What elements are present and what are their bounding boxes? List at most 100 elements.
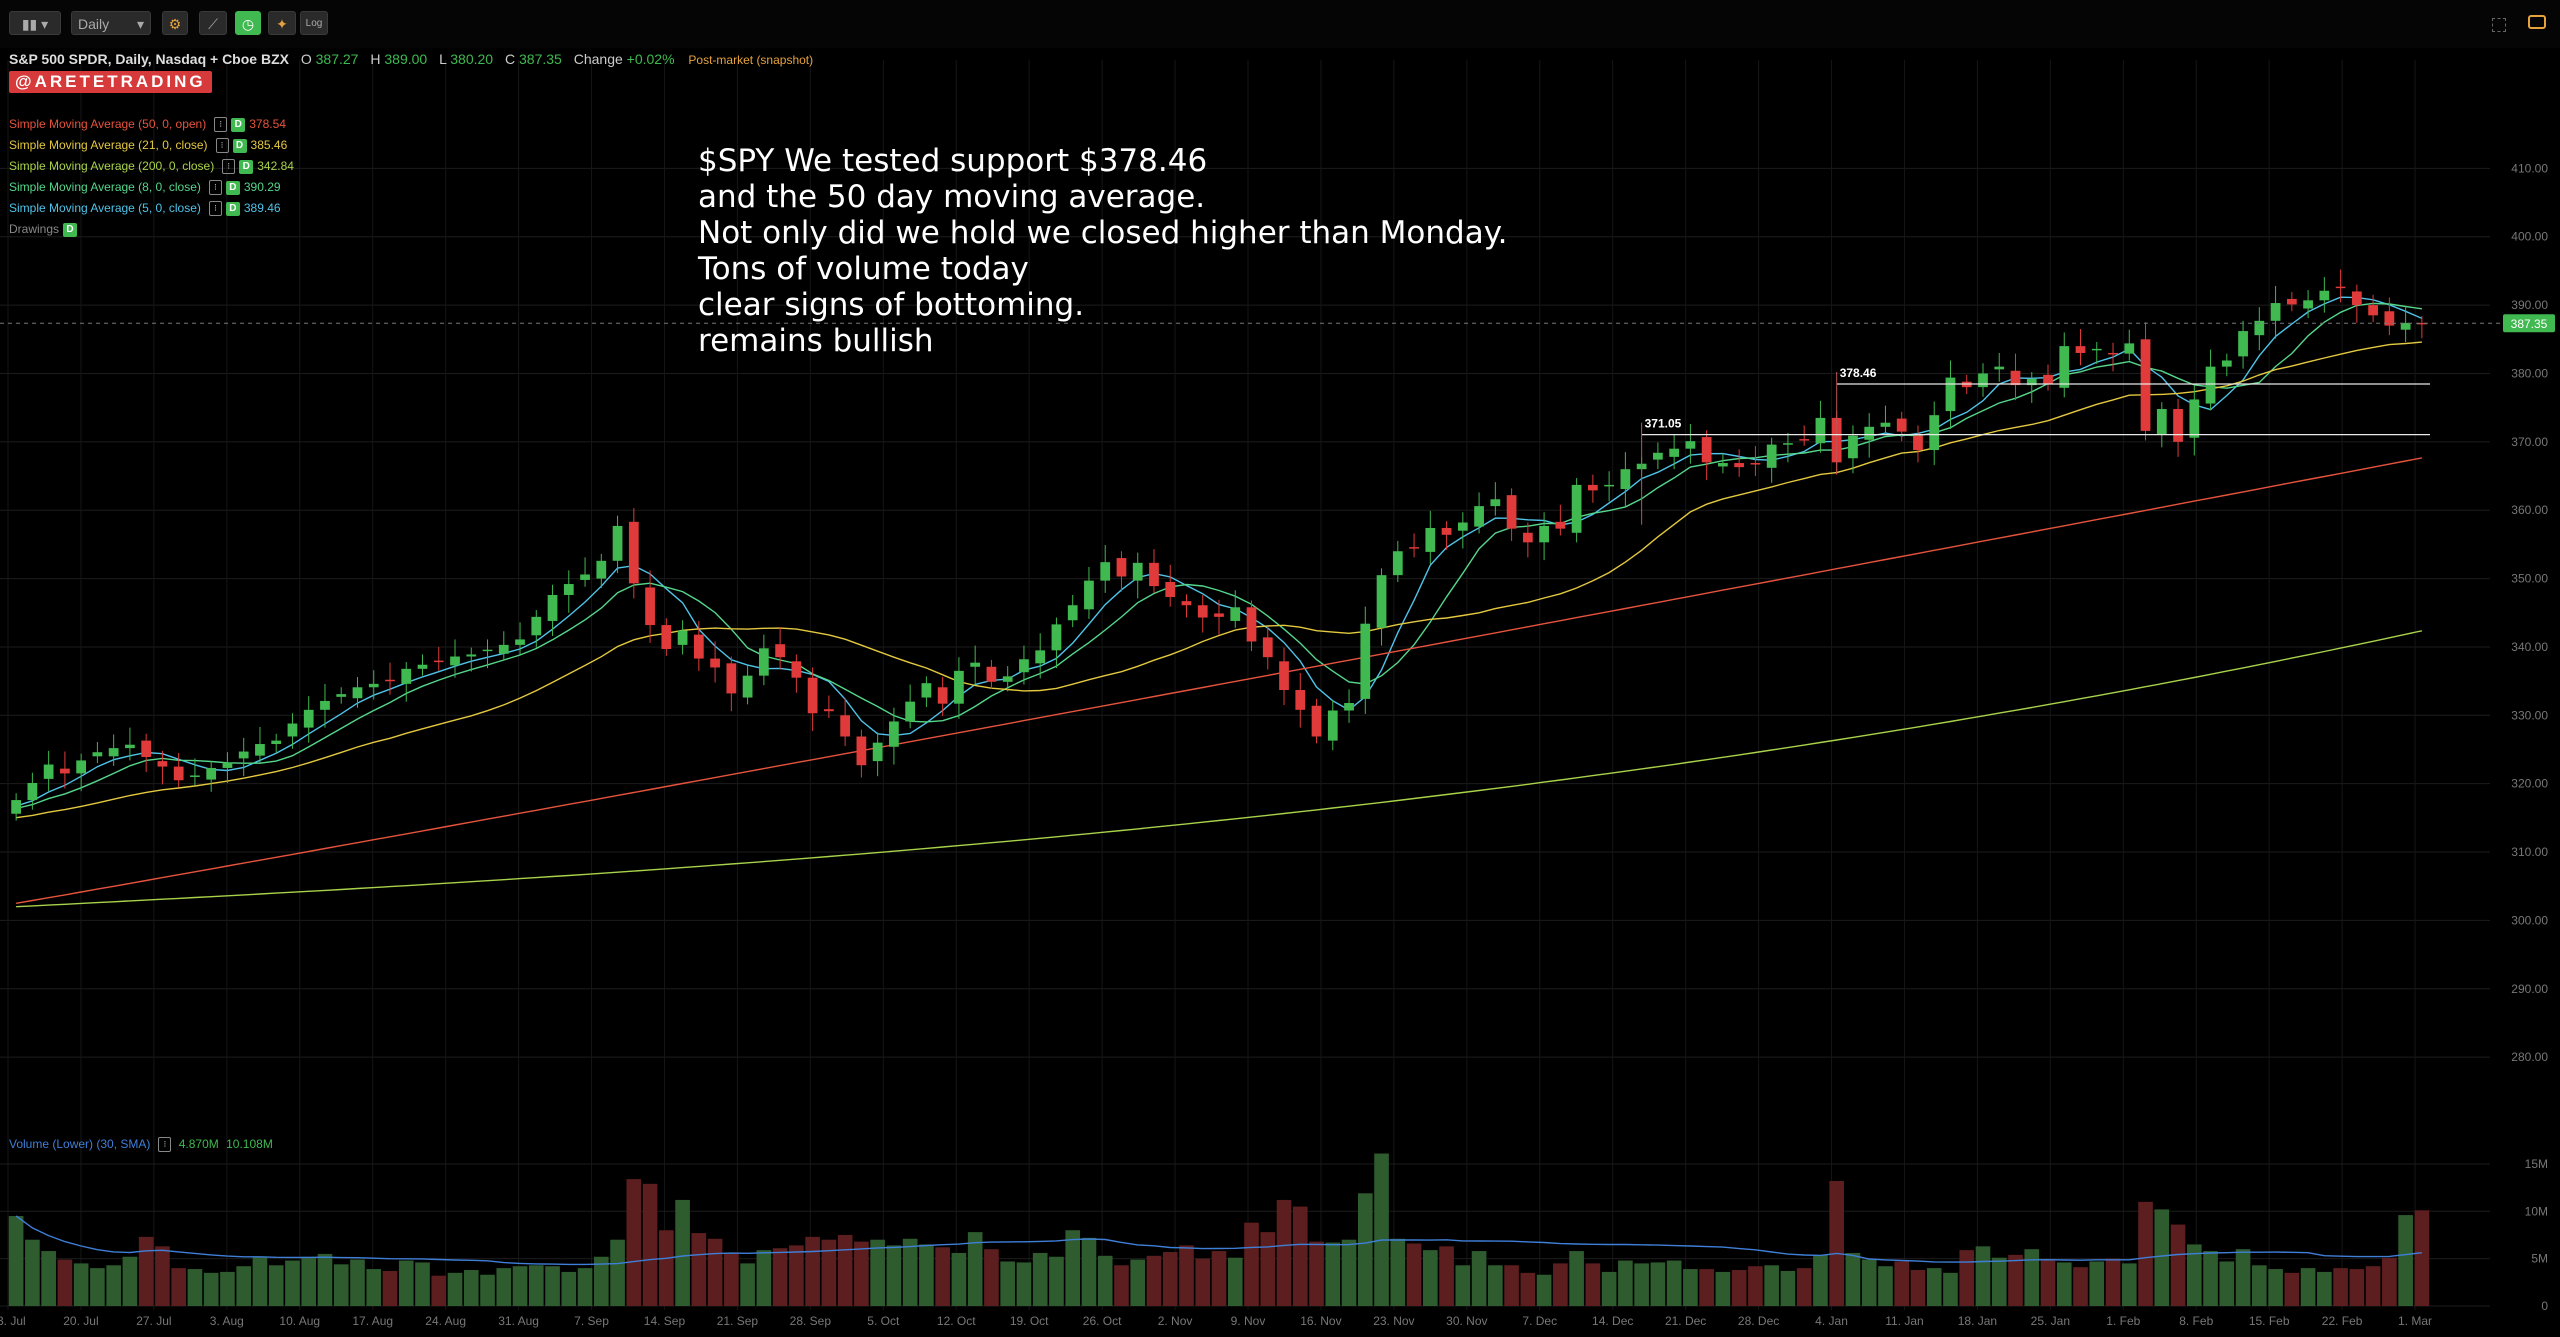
drawings-d-button[interactable]: D bbox=[63, 222, 78, 237]
candle bbox=[580, 574, 590, 580]
indicator-menu-button[interactable]: ⁝ bbox=[222, 159, 236, 175]
volume-bar bbox=[1553, 1263, 1568, 1306]
candle bbox=[2416, 322, 2427, 325]
candle bbox=[1214, 613, 1224, 617]
volume-bar bbox=[2252, 1265, 2267, 1306]
support-level-label: 378.46 bbox=[1840, 366, 1877, 380]
candle bbox=[352, 687, 363, 699]
volume-menu-button[interactable]: ⁝ bbox=[158, 1137, 172, 1153]
open-label: O bbox=[300, 51, 312, 67]
candle bbox=[1084, 580, 1094, 610]
volume-bar bbox=[1455, 1265, 1471, 1306]
volume-bar bbox=[1309, 1241, 1324, 1306]
volume-bar bbox=[496, 1268, 512, 1306]
volume-bar bbox=[1683, 1269, 1698, 1306]
price-tick-label: 370.00 bbox=[2511, 435, 2548, 449]
candle bbox=[954, 670, 964, 704]
indicator-d-button[interactable]: D bbox=[225, 201, 240, 216]
x-tick-label: 22. Feb bbox=[2322, 1314, 2363, 1328]
indicator-d-button[interactable]: D bbox=[239, 159, 254, 174]
log-scale-button[interactable]: Log bbox=[300, 11, 328, 35]
brand-logo: @ARETETRADING bbox=[9, 71, 212, 93]
chart-type-button[interactable]: ▮▮ ▾ bbox=[9, 11, 61, 35]
clock-icon: ◷ bbox=[241, 16, 255, 32]
x-tick-label: 16. Nov bbox=[1300, 1314, 1341, 1328]
x-tick-label: 13. Jul bbox=[0, 1314, 26, 1328]
volume-bar bbox=[398, 1260, 414, 1306]
crosshair-icon: ✦ bbox=[276, 16, 288, 32]
annotation-line: and the 50 day moving average. bbox=[698, 179, 1206, 215]
candle bbox=[173, 766, 184, 781]
indicator-menu-button[interactable]: ⁝ bbox=[215, 138, 229, 154]
candle bbox=[1197, 605, 1208, 618]
candle bbox=[2319, 290, 2330, 301]
volume-bar bbox=[1878, 1266, 1893, 1306]
volume-bar bbox=[2300, 1268, 2316, 1306]
annotation-line: $SPY We tested support $378.46 bbox=[698, 143, 1208, 179]
volume-tick-label: 5M bbox=[2531, 1252, 2548, 1266]
candle bbox=[2205, 366, 2216, 404]
price-tick-label: 290.00 bbox=[2511, 982, 2548, 996]
candle bbox=[1864, 426, 1875, 440]
sma-8-line bbox=[15, 302, 2422, 810]
price-tick-label: 310.00 bbox=[2511, 845, 2548, 859]
volume-bar bbox=[1341, 1239, 1357, 1306]
candle bbox=[417, 664, 428, 669]
x-tick-label: 20. Jul bbox=[63, 1314, 98, 1328]
indicator-menu-button[interactable]: ⁝ bbox=[208, 180, 222, 196]
volume-bar bbox=[2154, 1209, 2170, 1306]
volume-bar bbox=[220, 1271, 235, 1306]
x-tick-label: 7. Sep bbox=[574, 1314, 609, 1328]
volume-bar bbox=[951, 1252, 967, 1306]
price-tick-label: 350.00 bbox=[2511, 572, 2548, 586]
volume-bar bbox=[675, 1199, 690, 1306]
candle bbox=[2303, 300, 2313, 309]
candle bbox=[872, 742, 883, 762]
volume-bar bbox=[1813, 1254, 1828, 1306]
x-tick-label: 18. Jan bbox=[1958, 1314, 1997, 1328]
candle bbox=[1392, 551, 1403, 576]
x-tick-label: 28. Sep bbox=[790, 1314, 832, 1328]
x-tick-label: 11. Jan bbox=[1885, 1314, 1923, 1328]
indicator-d-button[interactable]: D bbox=[231, 117, 246, 132]
annotation-line: clear signs of bottoming. bbox=[698, 287, 1085, 323]
indicator-d-button[interactable]: D bbox=[232, 138, 247, 153]
volume-bar bbox=[1699, 1269, 1714, 1306]
indicator-label: Simple Moving Average (21, 0, close) bbox=[9, 138, 208, 152]
candle bbox=[1848, 435, 1858, 459]
volume-bar bbox=[1666, 1260, 1682, 1306]
candle bbox=[2173, 409, 2183, 442]
volume-bar bbox=[317, 1253, 333, 1306]
interval-select[interactable]: Daily ▾ bbox=[71, 11, 151, 35]
volume-bar bbox=[1764, 1265, 1779, 1306]
time-button[interactable]: ◷ bbox=[235, 11, 261, 35]
indicator-menu-button[interactable]: ⁝ bbox=[208, 201, 222, 217]
indicator-label: Simple Moving Average (50, 0, open) bbox=[9, 117, 207, 131]
candle bbox=[157, 761, 168, 767]
indicator-menu-button[interactable]: ⁝ bbox=[214, 117, 228, 133]
camera-icon[interactable] bbox=[2528, 15, 2546, 29]
volume-bar bbox=[73, 1263, 89, 1306]
x-tick-label: 1. Mar bbox=[2398, 1314, 2432, 1328]
crosshair-button[interactable]: ✦ bbox=[268, 11, 296, 35]
volume-bar bbox=[203, 1272, 219, 1306]
volume-bar bbox=[1130, 1259, 1146, 1306]
candle bbox=[2140, 339, 2151, 431]
volume-bar bbox=[1390, 1238, 1406, 1306]
expand-icon[interactable] bbox=[2492, 18, 2506, 32]
volume-bar bbox=[642, 1183, 658, 1306]
volume-bar bbox=[561, 1271, 577, 1306]
volume-bar bbox=[2073, 1267, 2088, 1306]
candle bbox=[2108, 352, 2118, 355]
indicator-d-button[interactable]: D bbox=[225, 180, 240, 195]
candle bbox=[1376, 575, 1387, 628]
chevron-down-icon: ▾ bbox=[136, 16, 144, 32]
volume-bar bbox=[1926, 1268, 1942, 1306]
drawing-tool-button[interactable]: ⟋ bbox=[199, 11, 227, 35]
x-tick-label: 10. Aug bbox=[279, 1314, 320, 1328]
candle bbox=[1994, 366, 2005, 370]
settings-button[interactable]: ⚙ bbox=[162, 11, 188, 35]
x-tick-label: 8. Feb bbox=[2179, 1314, 2213, 1328]
symbol-title: S&P 500 SPDR, Daily, Nasdaq + Cboe BZX bbox=[9, 51, 289, 67]
